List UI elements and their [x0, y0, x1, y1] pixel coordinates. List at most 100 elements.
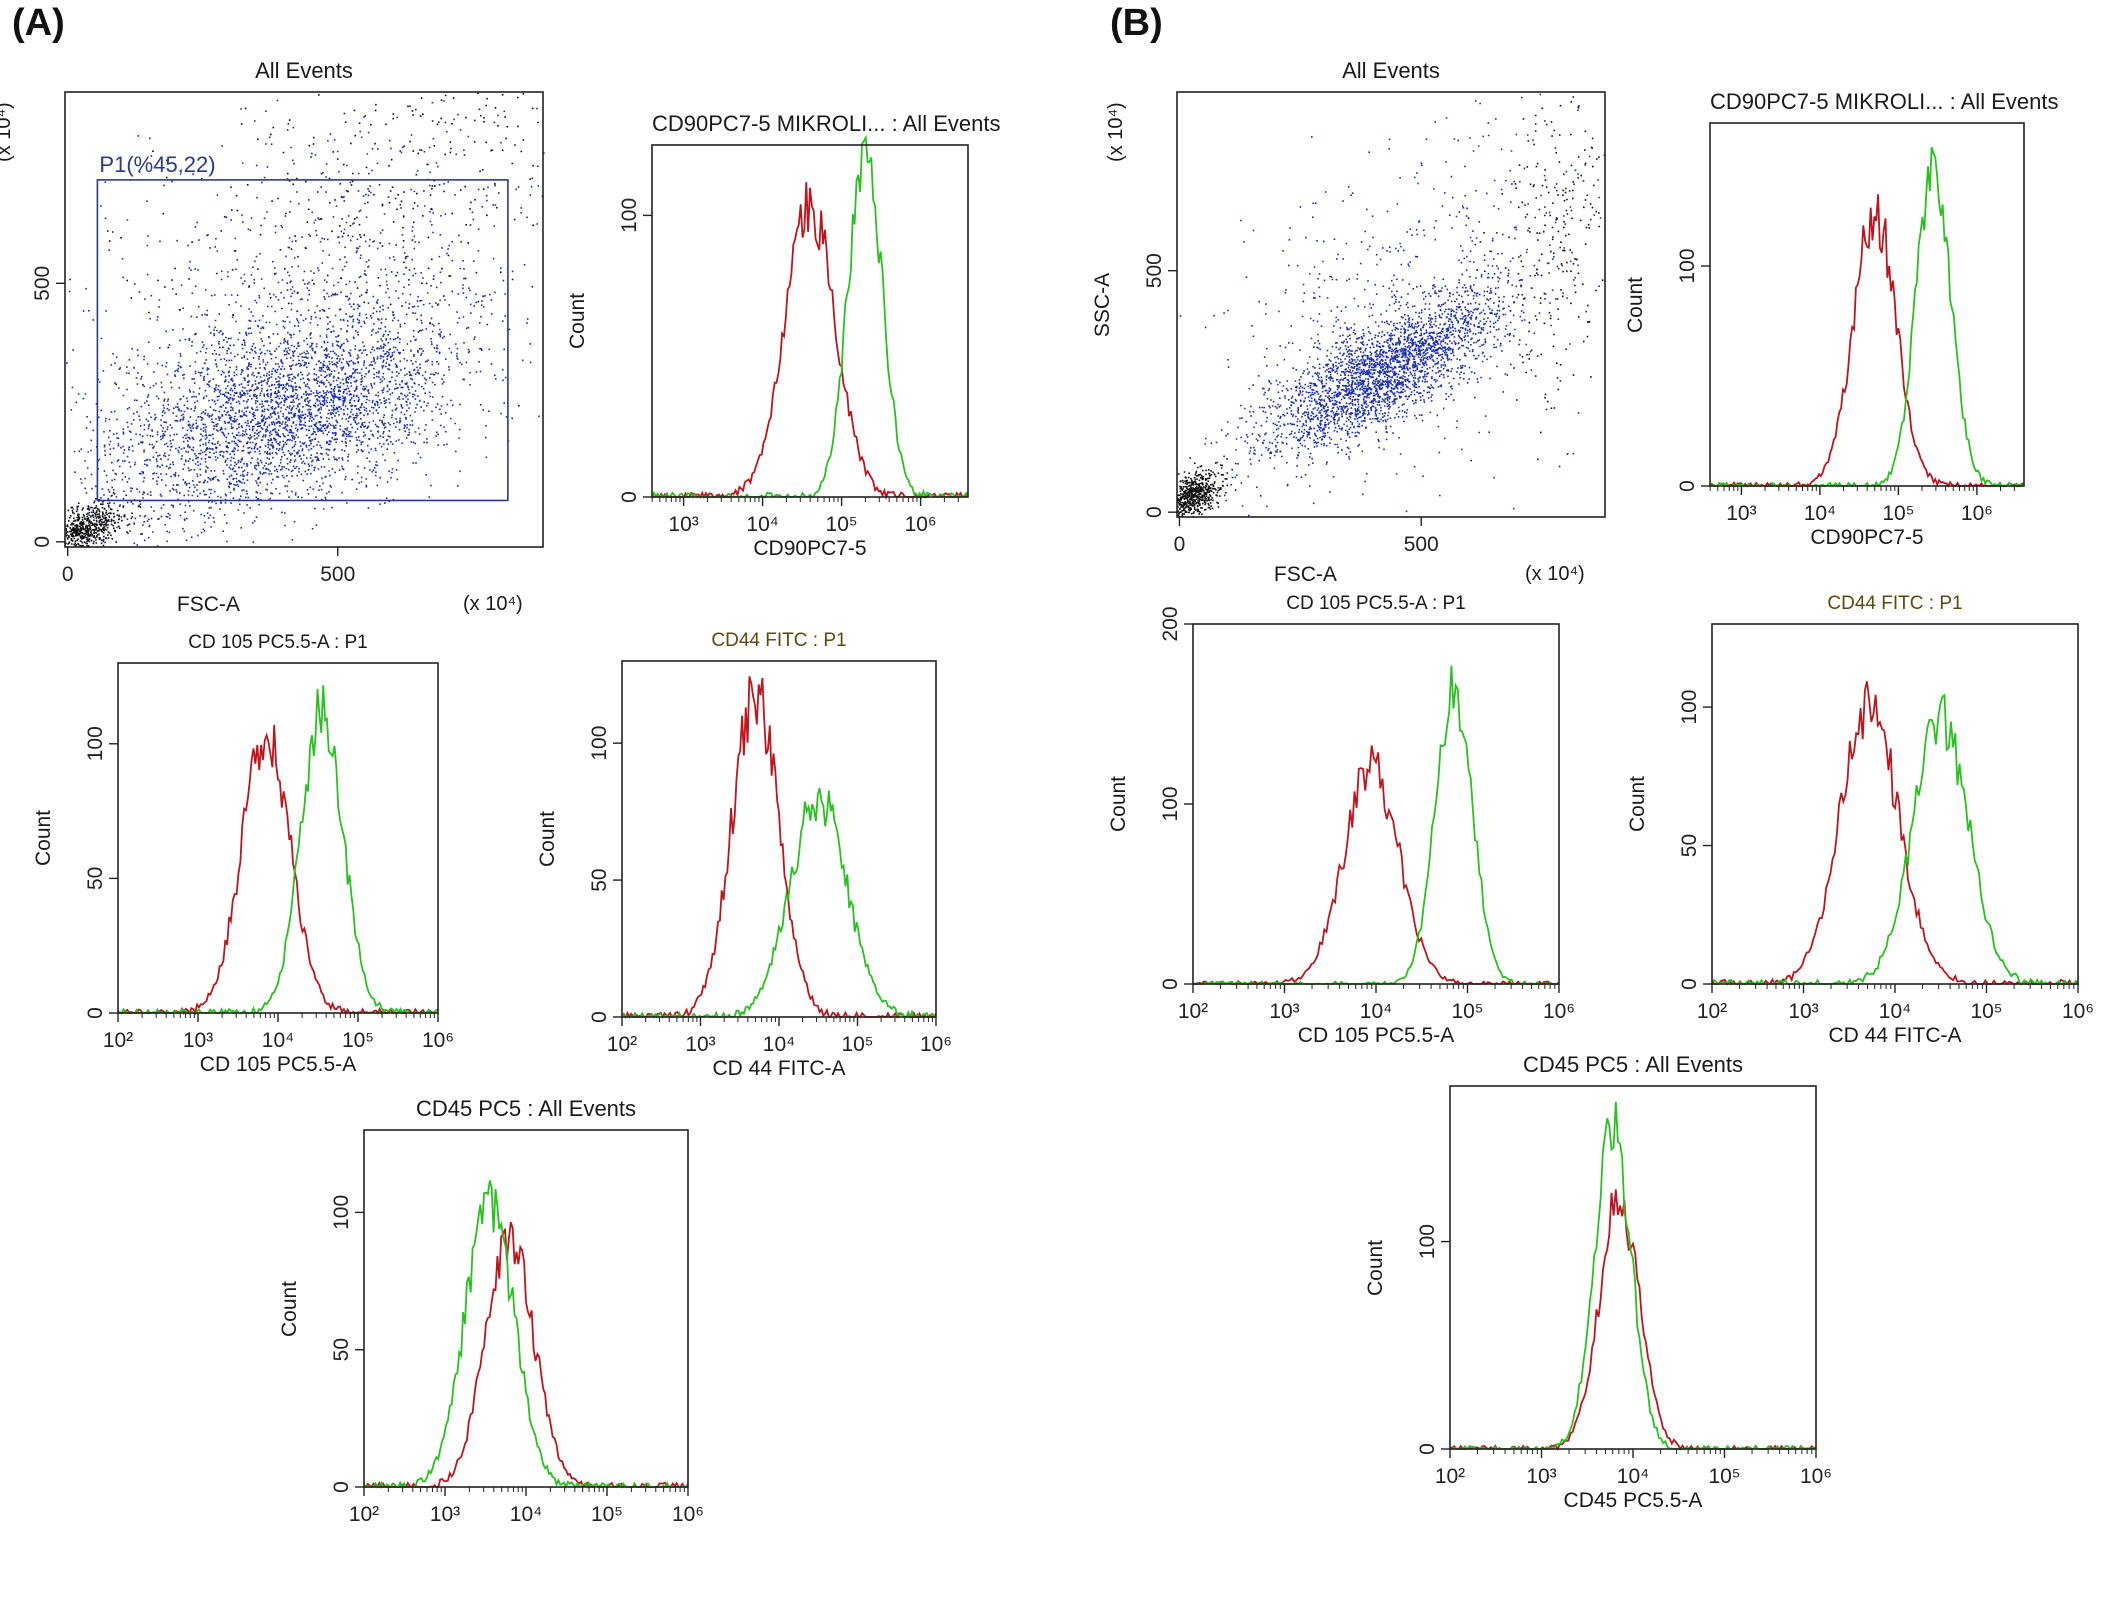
plot-svg: 10² 10³ 10⁴ 10⁵ 10⁶ 0 50 100	[330, 1129, 704, 1526]
y-tick-label: 100	[1678, 690, 1701, 725]
y-axis-label: Count	[278, 1280, 301, 1337]
chart-title: CD90PC7-5 MIKROLI... : All Events	[1710, 89, 2059, 114]
x-tick-label: 10⁶	[2062, 1000, 2094, 1023]
chart-title: CD45 PC5 : All Events	[1522, 1052, 1744, 1077]
histogram-series-red	[621, 676, 937, 1019]
histogram-series-red	[1709, 194, 2025, 488]
x-tick-label: 10⁴	[1617, 1465, 1649, 1488]
y-tick-label: 50	[588, 868, 611, 891]
plot-svg: 10² 10³ 10⁴ 10⁵ 10⁶ 0 50 100	[588, 660, 952, 1056]
x-tick-label: 10²	[607, 1033, 637, 1056]
x-tick-label: 10⁴	[1360, 1000, 1392, 1023]
chart-A-cd44: CD44 FITC : P1 10² 10³ 10⁴ 10⁵ 10⁶ 0 50 100 CD 44…	[532, 621, 956, 1127]
y-axis-label: SSC-A	[0, 287, 2, 352]
scatter-cluster-2	[1179, 93, 1606, 513]
histogram-series-green	[1450, 1101, 1817, 1451]
chart-A-cd90: CD90PC7-5 MIKROLI... : All Events 10³ 10⁴ 1…	[562, 105, 1001, 607]
x-tick-label: 10²	[1178, 1000, 1208, 1023]
chart-title: All Events	[1342, 58, 1440, 83]
x-tick-label: 10³	[1526, 1465, 1556, 1488]
x-tick-label: 10⁶	[1961, 502, 1993, 525]
histogram-series-red	[1193, 745, 1560, 986]
x-tick-label: 10²	[1697, 1000, 1727, 1023]
x-tick-label: 10³	[183, 1029, 213, 1052]
y-tick-label: 200	[1159, 606, 1182, 641]
y-tick-label: 0	[1159, 978, 1182, 990]
x-tick-label: 10⁶	[422, 1029, 454, 1052]
y-tick-label: 100	[588, 726, 611, 761]
x-tick-label: 0	[62, 563, 74, 586]
x-tick-label: 10²	[103, 1029, 133, 1052]
chart-title: CD 105 PC5.5-A : P1	[1286, 593, 1466, 614]
x-axis-label: CD 105 PC5.5-A	[199, 1053, 357, 1076]
y-axis-label: SSC-A	[1091, 272, 1114, 337]
y-exponent-label: (x 10⁴)	[1105, 102, 1127, 162]
x-tick-label: 10³	[1726, 502, 1756, 525]
histogram-series-red	[117, 724, 439, 1016]
y-tick-label: 100	[1416, 1224, 1439, 1259]
y-tick-label: 500	[31, 266, 54, 301]
plot-svg: 10³ 10⁴ 10⁵ 10⁶ 0 100	[1676, 122, 2025, 525]
chart-title: CD44 FITC : P1	[1827, 593, 1963, 614]
y-tick-label: 100	[1159, 786, 1182, 821]
plot-svg: 10² 10³ 10⁴ 10⁵ 10⁶ 0 50 100	[1678, 623, 2094, 1023]
x-tick-label: 0	[1174, 533, 1186, 556]
histogram-series-green	[1192, 665, 1559, 986]
x-tick-label: 10⁵	[1708, 1465, 1740, 1488]
chart-B-cd45: CD45 PC5 : All Events 10² 10³ 10⁴ 10⁵ 10⁶ 0 100…	[1360, 1046, 1836, 1559]
histogram-series-red	[651, 182, 969, 500]
x-tick-label: 10⁶	[1543, 1000, 1575, 1023]
y-tick-label: 0	[1676, 480, 1699, 492]
y-tick-label: 100	[84, 726, 107, 761]
scatter-cluster-1	[1177, 457, 1237, 518]
y-tick-label: 50	[330, 1338, 353, 1361]
scatter-cluster-3	[68, 99, 540, 541]
y-tick-label: 50	[1678, 834, 1701, 857]
chart-title: CD90PC7-5 MIKROLI... : All Events	[652, 111, 1001, 136]
panel-label-a: (A)	[12, 2, 65, 44]
x-tick-label: 10³	[685, 1033, 715, 1056]
y-axis-label: Count	[1107, 775, 1130, 833]
x-tick-label: 10⁵	[826, 513, 858, 536]
plot-svg: 10² 10³ 10⁴ 10⁵ 10⁶ 0 100 200	[1159, 606, 1575, 1023]
x-tick-label: 10⁵	[1451, 1000, 1483, 1023]
x-tick-label: 10⁶	[672, 1503, 704, 1526]
x-tick-label: 10⁴	[1879, 1000, 1911, 1023]
scatter-points	[1177, 93, 1606, 518]
x-tick-label: 10⁵	[1882, 502, 1914, 525]
x-tick-label: 10⁵	[342, 1029, 374, 1052]
y-tick-label: 100	[618, 198, 641, 233]
y-tick-label: 0	[84, 1007, 107, 1019]
plot-svg: 10² 10³ 10⁴ 10⁵ 10⁶ 0 50 100	[84, 662, 454, 1052]
x-tick-label: 10³	[430, 1503, 460, 1526]
x-axis-label: CD90PC7-5	[1810, 526, 1924, 549]
y-tick-label: 0	[330, 1481, 353, 1493]
chart-A-scatter: All Events P1(%45,22) 0 500 0 500 FSC-A SSC-A (x…	[0, 52, 563, 657]
y-axis-label: Count	[566, 292, 589, 350]
x-axis-label: CD 44 FITC-A	[1828, 1024, 1962, 1047]
y-tick-label: 100	[1676, 248, 1699, 283]
x-tick-label: 10⁶	[905, 513, 937, 536]
x-tick-label: 10⁵	[841, 1033, 873, 1056]
scatter-points	[65, 92, 545, 548]
x-tick-label: 10³	[1269, 1000, 1299, 1023]
x-axis-label: FSC-A	[1273, 563, 1337, 586]
x-tick-label: 10⁴	[746, 513, 778, 536]
chart-title: CD 105 PC5.5-A : P1	[188, 632, 368, 653]
y-tick-label: 50	[84, 867, 107, 890]
plot-svg: 10² 10³ 10⁴ 10⁵ 10⁶ 0 100	[1416, 1085, 1832, 1488]
x-tick-label: 10⁴	[763, 1033, 795, 1056]
scatter-cluster-1	[66, 221, 407, 547]
scatter-cluster-0	[1205, 244, 1579, 517]
x-exponent-label: (x 10⁴)	[1525, 563, 1585, 585]
scatter-cluster-4	[69, 92, 545, 407]
histogram-series-red	[1449, 1189, 1817, 1452]
y-tick-label: 0	[1143, 506, 1166, 518]
y-axis-label: Count	[1626, 775, 1649, 833]
y-axis-label: Count	[1624, 276, 1647, 333]
y-tick-label: 0	[1678, 978, 1701, 990]
gate-p1	[96, 179, 509, 502]
x-axis-label: CD45 PC5.5-A	[1563, 1489, 1703, 1512]
x-tick-label: 10²	[349, 1503, 379, 1526]
x-tick-label: 10³	[668, 513, 698, 536]
